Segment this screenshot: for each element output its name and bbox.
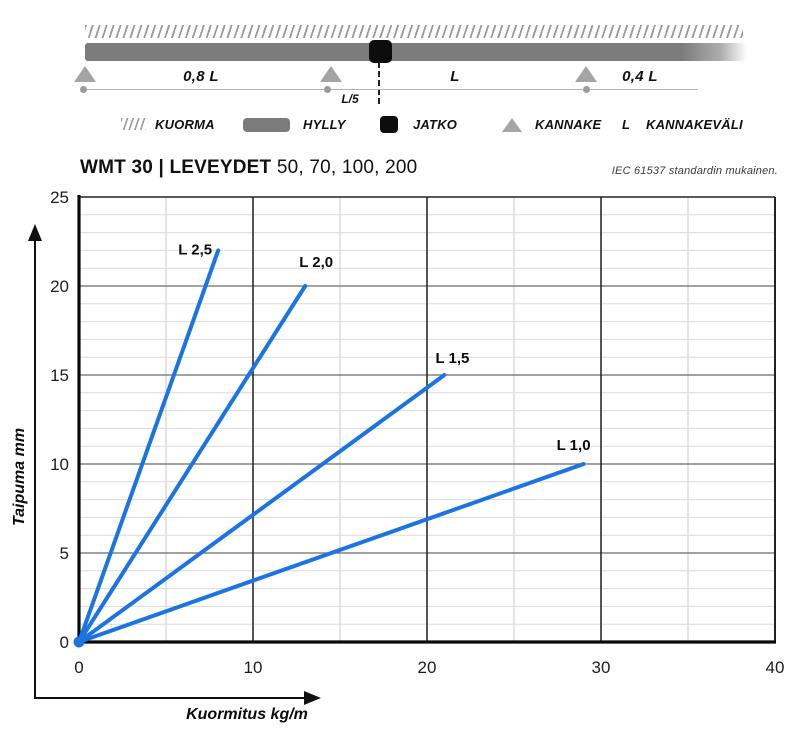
- series-line: [77, 248, 221, 644]
- series-label: L 2,5: [178, 241, 212, 258]
- x-axis-arrowhead-icon: [304, 691, 321, 705]
- y-tick-label: 10: [50, 455, 69, 474]
- y-tick-label: 15: [50, 366, 69, 385]
- legend-label-jatko: JATKO: [413, 117, 458, 132]
- x-tick-label: 10: [244, 658, 263, 677]
- legend-label-kuorma: KUORMA: [155, 117, 215, 132]
- series-label: L 1,0: [557, 437, 591, 454]
- legend-label-hylly: HYLLY: [303, 117, 346, 132]
- origin-dot: [73, 636, 85, 648]
- legend-label-kannakevali: KANNAKEVÄLI: [646, 117, 743, 132]
- support-triangle-right: [575, 66, 597, 82]
- standard-note: IEC 61537 standardin mukainen.: [611, 165, 778, 177]
- series-line: [77, 462, 586, 644]
- page-title: WMT 30 | LEVEYDET 50, 70, 100, 200: [80, 157, 417, 179]
- dimension-line: [83, 89, 698, 90]
- joint-dashed-line: [378, 62, 380, 104]
- y-axis-arrowhead-icon: [28, 224, 42, 241]
- legend-symbol-l: L: [622, 117, 631, 132]
- legend-joint-icon: [380, 116, 398, 133]
- series-line: [77, 284, 308, 644]
- span-label-l: L: [450, 68, 460, 85]
- joint-square: [369, 40, 392, 63]
- series-line: [77, 373, 447, 644]
- page-title-product: WMT 30 | LEVEYDET: [80, 157, 272, 178]
- shelf-bar: [85, 43, 747, 61]
- legend-label-kannake: KANNAKE: [535, 117, 602, 132]
- x-axis-label: Kuormitus kg/m: [186, 706, 308, 723]
- span-label-08l: 0,8 L: [183, 68, 219, 85]
- y-tick-label: 0: [60, 633, 69, 652]
- y-tick-label: 5: [60, 544, 69, 563]
- x-tick-label: 30: [592, 658, 611, 677]
- y-tick-label: 25: [50, 188, 69, 207]
- legend-shelf-icon: [243, 118, 290, 132]
- support-triangle-left: [74, 66, 96, 82]
- support-triangle-mid: [320, 66, 342, 82]
- y-tick-label: 20: [50, 277, 69, 296]
- series-label: L 1,5: [435, 350, 469, 367]
- dimension-dot: [583, 86, 590, 93]
- load-hatch-strip: [85, 25, 743, 38]
- legend-support-icon: [502, 118, 522, 132]
- x-tick-label: 0: [74, 658, 83, 677]
- tick-labels: 0 10 20 30 40 0 5 10 15 20 25: [50, 188, 784, 677]
- dimension-dot: [324, 86, 331, 93]
- series-label: L 2,0: [299, 254, 333, 271]
- joint-offset-label: L/5: [341, 92, 359, 106]
- grid-major-lines: [79, 197, 775, 642]
- x-tick-label: 20: [418, 658, 437, 677]
- series-lines: L 2,5 L 2,0 L 1,5 L 1,0: [73, 241, 591, 648]
- dimension-dot: [80, 86, 87, 93]
- y-axis-label: Taipuma mm: [11, 428, 28, 526]
- plot-frame: [76, 195, 776, 644]
- page-title-widths: 50, 70, 100, 200: [276, 157, 418, 178]
- span-label-04l: 0,4 L: [622, 68, 658, 85]
- x-tick-label: 40: [766, 658, 785, 677]
- axis-arrows: [28, 224, 321, 705]
- legend-hatch-icon: [121, 118, 146, 130]
- axis-arrow-lines: [34, 233, 311, 699]
